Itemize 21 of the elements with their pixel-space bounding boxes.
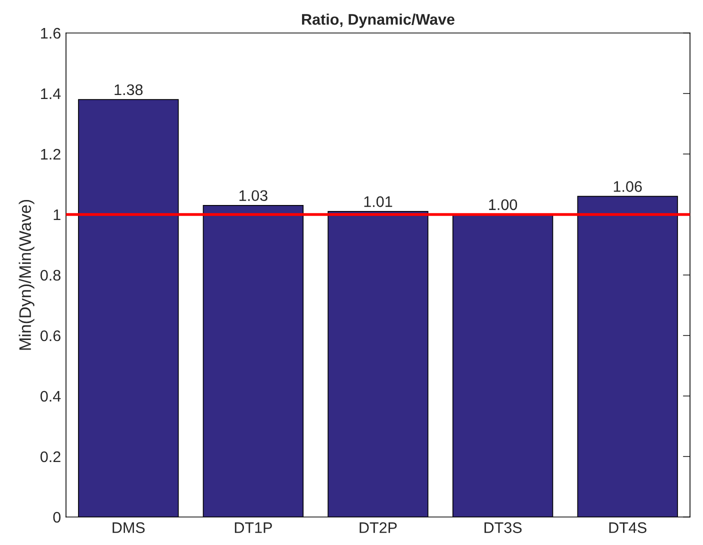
x-tick-label: DMS	[112, 522, 145, 534]
data-label: 1.01	[364, 196, 392, 208]
chart-title: Ratio, Dynamic/Wave	[302, 14, 454, 28]
x-tick-label: DT4S	[609, 522, 646, 534]
x-tick-label: DT1P	[234, 522, 272, 533]
y-tick-label: 0.4	[40, 390, 61, 402]
data-label: 1.03	[240, 190, 268, 202]
data-label: 1.38	[114, 84, 143, 96]
x-tick-label: DT2P	[360, 522, 397, 533]
x-tick-label: DT3S	[484, 522, 522, 534]
y-tick-label: 0.8	[40, 270, 60, 281]
y-tick-label: 1	[54, 210, 60, 220]
y-tick-label: 0.6	[40, 330, 60, 342]
y-axis-title: Min(Dyn)/Min(Wave)	[18, 200, 34, 350]
y-tick-label: 0	[53, 512, 61, 523]
y-tick-label: 1.6	[41, 28, 60, 39]
y-tick-label: 1.4	[41, 88, 61, 100]
y-tick-label: 0.2	[40, 451, 60, 462]
data-label: 1.00	[489, 199, 518, 210]
y-tick-label: 1.2	[41, 148, 60, 160]
data-label: 1.06	[614, 181, 642, 192]
